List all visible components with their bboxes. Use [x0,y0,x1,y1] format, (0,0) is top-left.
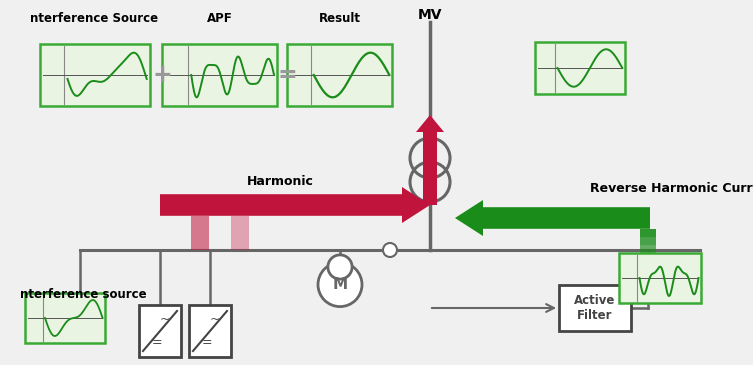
Polygon shape [191,216,209,250]
Polygon shape [640,277,656,285]
FancyBboxPatch shape [40,44,150,106]
Text: Reverse Harmonic Current: Reverse Harmonic Current [590,182,753,195]
Circle shape [383,243,397,257]
Polygon shape [640,261,656,269]
Text: +: + [152,63,172,87]
Text: Result: Result [319,12,361,25]
Polygon shape [160,187,430,223]
Text: nterference source: nterference source [20,288,147,301]
Polygon shape [640,269,656,277]
Polygon shape [455,200,650,236]
Text: MV: MV [418,8,442,22]
FancyBboxPatch shape [535,42,625,94]
FancyBboxPatch shape [139,305,181,357]
Polygon shape [640,229,656,237]
Circle shape [328,255,352,279]
Polygon shape [640,285,656,293]
FancyBboxPatch shape [288,44,392,106]
Text: =: = [202,336,212,349]
Text: M: M [332,277,348,292]
Text: ~: ~ [160,313,170,326]
Polygon shape [640,245,656,253]
FancyBboxPatch shape [619,253,701,303]
Polygon shape [640,253,656,261]
FancyBboxPatch shape [559,285,631,331]
Text: nterference Source: nterference Source [30,12,158,25]
Text: =: = [151,336,163,349]
FancyBboxPatch shape [189,305,231,357]
FancyBboxPatch shape [163,44,278,106]
Text: APF: APF [207,12,233,25]
Text: Active
Filter: Active Filter [575,294,616,322]
Circle shape [318,262,362,307]
Text: =: = [277,63,297,87]
FancyBboxPatch shape [25,293,105,343]
Polygon shape [640,237,656,245]
Polygon shape [231,216,249,250]
Text: ~: ~ [210,313,220,326]
Polygon shape [416,115,444,205]
Text: Harmonic: Harmonic [246,175,313,188]
